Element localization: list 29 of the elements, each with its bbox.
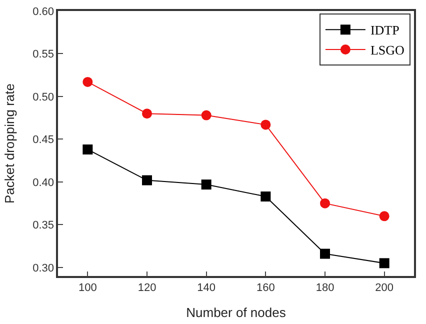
point (201, 180, 212, 190)
x-axis-title: Number of nodes (186, 305, 286, 320)
point (260, 192, 271, 202)
point (142, 175, 152, 186)
y-tick-label: 0.50 (32, 91, 54, 104)
y-tick-label: 0.45 (32, 134, 54, 146)
point (320, 198, 330, 208)
x-tick-label: 120 (138, 282, 156, 294)
y-tick-label: 0.35 (32, 220, 54, 232)
point (379, 258, 390, 268)
point (379, 211, 390, 222)
point (142, 108, 152, 119)
x-tick-label: 180 (316, 282, 334, 294)
legend-label: IDTP (370, 22, 400, 38)
point (260, 120, 271, 130)
y-tick-label: 0.60 (32, 6, 54, 18)
x-tick-label: 100 (78, 282, 97, 294)
y-axis-title: Packet dropping rate (2, 84, 18, 204)
y-tick-label: 0.40 (32, 176, 54, 189)
legend-label: LSGO (370, 42, 404, 58)
point (82, 76, 93, 87)
y-tick-label: 0.55 (32, 48, 54, 61)
x-tick-label: 200 (375, 282, 394, 294)
point (201, 110, 212, 120)
x-tick-label: 160 (256, 282, 275, 294)
point (82, 144, 93, 154)
x-tick-label: 140 (197, 282, 216, 294)
point (320, 248, 330, 259)
y-tick-label: 0.30 (32, 262, 54, 274)
